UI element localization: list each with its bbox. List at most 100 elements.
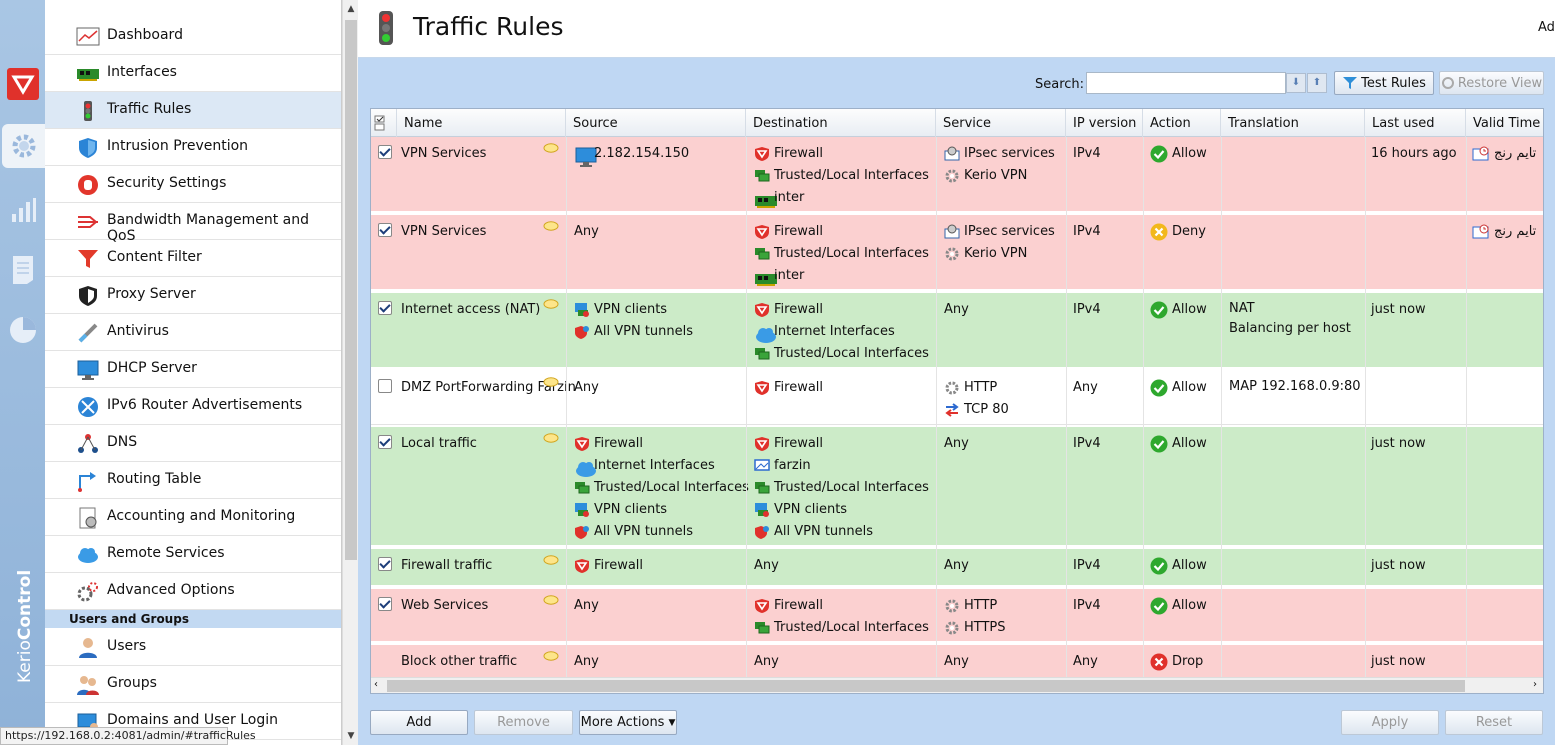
- service-group-icon: [944, 146, 960, 162]
- sidebar-item-proxy-server[interactable]: Proxy Server: [45, 277, 341, 314]
- sidebar-item-routing-table[interactable]: Routing Table: [45, 462, 341, 499]
- comment-icon[interactable]: [543, 595, 559, 606]
- sidebar-item-advanced-options[interactable]: Advanced Options: [45, 573, 341, 610]
- stop-hand-icon: [76, 174, 100, 196]
- test-rules-button[interactable]: Test Rules: [1334, 71, 1434, 95]
- column-header-service[interactable]: Service: [936, 109, 1066, 137]
- service-text: Kerio VPN: [964, 246, 1028, 261]
- search-input[interactable]: [1086, 72, 1286, 94]
- remove-button[interactable]: Remove: [474, 710, 573, 735]
- column-header-last-used[interactable]: Last used: [1365, 109, 1466, 137]
- column-header-valid-time[interactable]: Valid Time: [1466, 109, 1543, 137]
- table-row[interactable]: Firewall traffic Firewall Any Any IPv4 Allow j…: [371, 549, 1543, 587]
- table-row[interactable]: Local traffic Firewall Internet Interfaces…: [371, 427, 1543, 547]
- comment-icon[interactable]: [543, 377, 559, 388]
- chevron-down-icon: ▼: [668, 717, 676, 728]
- apply-button[interactable]: Apply: [1341, 710, 1439, 735]
- comment-icon[interactable]: [543, 221, 559, 232]
- restore-view-button[interactable]: Restore View: [1439, 71, 1544, 95]
- vpn-tunnel-icon: [574, 324, 590, 340]
- sidebar-item-dashboard[interactable]: Dashboard: [45, 18, 341, 55]
- sidebar-item-users[interactable]: Users: [45, 629, 341, 666]
- destination-entry: Firewall: [754, 595, 929, 617]
- comment-icon[interactable]: [543, 299, 559, 310]
- column-header-name[interactable]: Name: [397, 109, 566, 137]
- sidebar-item-interfaces[interactable]: Interfaces: [45, 55, 341, 92]
- sidebar-scrollbar[interactable]: ▲ ▼: [342, 0, 358, 745]
- network-card-icon: [76, 63, 100, 85]
- grid-horizontal-scrollbar[interactable]: ‹ ›: [371, 677, 1543, 693]
- scroll-down-icon[interactable]: ▼: [347, 731, 355, 741]
- destination-cell: Firewall Trusted/Local Interfaces inter: [754, 221, 929, 287]
- comment-icon[interactable]: [543, 651, 559, 662]
- rule-enabled-checkbox[interactable]: [378, 223, 392, 237]
- service-text: TCP 80: [964, 402, 1009, 417]
- destination-text: Firewall: [774, 302, 824, 317]
- sidebar-item-dhcp-server[interactable]: DHCP Server: [45, 351, 341, 388]
- filter-icon: [76, 248, 100, 270]
- service-group-icon: [944, 224, 960, 240]
- action-text: Allow: [1172, 146, 1207, 161]
- sidebar-item-remote-services[interactable]: Remote Services: [45, 536, 341, 573]
- scroll-right-icon[interactable]: ›: [1533, 679, 1537, 690]
- action-cell: Allow: [1150, 377, 1207, 399]
- statistics-icon[interactable]: [0, 188, 45, 232]
- column-header-ip-version[interactable]: IP version: [1066, 109, 1143, 137]
- select-all-checkbox[interactable]: [371, 109, 397, 137]
- table-row[interactable]: VPN Services 2.182.154.150 Firewall Trusted…: [371, 137, 1543, 213]
- logs-icon[interactable]: [0, 248, 45, 292]
- scroll-up-icon[interactable]: ▲: [347, 4, 355, 14]
- sidebar-item-traffic-rules[interactable]: Traffic Rules: [45, 92, 341, 129]
- status-pie-icon[interactable]: [0, 308, 45, 352]
- service-cell: Any: [944, 555, 969, 577]
- comment-icon[interactable]: [543, 433, 559, 444]
- service-text: HTTP: [964, 598, 998, 613]
- rule-enabled-checkbox[interactable]: [378, 379, 392, 393]
- grid-scroll-thumb[interactable]: [387, 680, 1465, 692]
- sidebar-item-bandwidth-management-and-qos[interactable]: Bandwidth Management and QoS: [45, 203, 341, 244]
- rule-enabled-checkbox[interactable]: [378, 597, 392, 611]
- kerio-logo-icon[interactable]: [0, 62, 45, 106]
- sidebar-item-intrusion-prevention[interactable]: Intrusion Prevention: [45, 129, 341, 166]
- valid-time-icon: [1472, 224, 1490, 240]
- column-header-source[interactable]: Source: [566, 109, 746, 137]
- search-down-arrow-icon[interactable]: ⬇: [1286, 73, 1306, 93]
- rule-enabled-checkbox[interactable]: [378, 301, 392, 315]
- configuration-gear-icon[interactable]: [2, 124, 45, 168]
- table-row[interactable]: Internet access (NAT) VPN clients All VPN …: [371, 293, 1543, 369]
- scroll-left-icon[interactable]: ‹: [374, 679, 378, 690]
- destination-entry: Firewall: [754, 143, 929, 165]
- table-row[interactable]: DMZ PortForwarding Farzin Any Firewall HTTP…: [371, 371, 1543, 425]
- source-text: VPN clients: [594, 302, 668, 317]
- search-up-arrow-icon[interactable]: ⬆: [1307, 73, 1327, 93]
- comment-icon[interactable]: [543, 143, 559, 154]
- sidebar-item-label: Users: [107, 638, 147, 654]
- rule-enabled-checkbox[interactable]: [378, 557, 392, 571]
- sidebar-item-dns[interactable]: DNS: [45, 425, 341, 462]
- more-actions-button[interactable]: More Actions ▼: [579, 710, 677, 735]
- comment-icon[interactable]: [543, 555, 559, 566]
- sidebar-item-content-filter[interactable]: Content Filter: [45, 240, 341, 277]
- table-row[interactable]: Web Services Any Firewall Trusted/Local Int…: [371, 589, 1543, 643]
- sidebar-item-groups[interactable]: Groups: [45, 666, 341, 703]
- rule-enabled-checkbox[interactable]: [378, 435, 392, 449]
- sidebar-item-label: Remote Services: [107, 545, 225, 561]
- column-header-action[interactable]: Action: [1143, 109, 1221, 137]
- sidebar-item-ipv6-router-advertisements[interactable]: IPv6 Router Advertisements: [45, 388, 341, 425]
- column-header-destination[interactable]: Destination: [746, 109, 936, 137]
- firewall-icon: [754, 436, 770, 452]
- translation-cell: NAT Balancing per host: [1229, 299, 1351, 339]
- add-button[interactable]: Add: [370, 710, 468, 735]
- source-cell: Any: [574, 221, 599, 243]
- destination-entry: Firewall: [754, 221, 929, 243]
- rule-enabled-checkbox[interactable]: [378, 145, 392, 159]
- table-row[interactable]: VPN Services Any Firewall Trusted/Local Int…: [371, 215, 1543, 291]
- reset-button[interactable]: Reset: [1445, 710, 1543, 735]
- sidebar-item-accounting-and-monitoring[interactable]: Accounting and Monitoring: [45, 499, 341, 536]
- column-header-translation[interactable]: Translation: [1221, 109, 1365, 137]
- sidebar-item-antivirus[interactable]: Antivirus: [45, 314, 341, 351]
- sidebar-item-security-settings[interactable]: Security Settings: [45, 166, 341, 203]
- sidebar-scroll-thumb[interactable]: [345, 20, 357, 560]
- report-icon: [76, 507, 100, 529]
- destination-text: farzin: [774, 458, 811, 473]
